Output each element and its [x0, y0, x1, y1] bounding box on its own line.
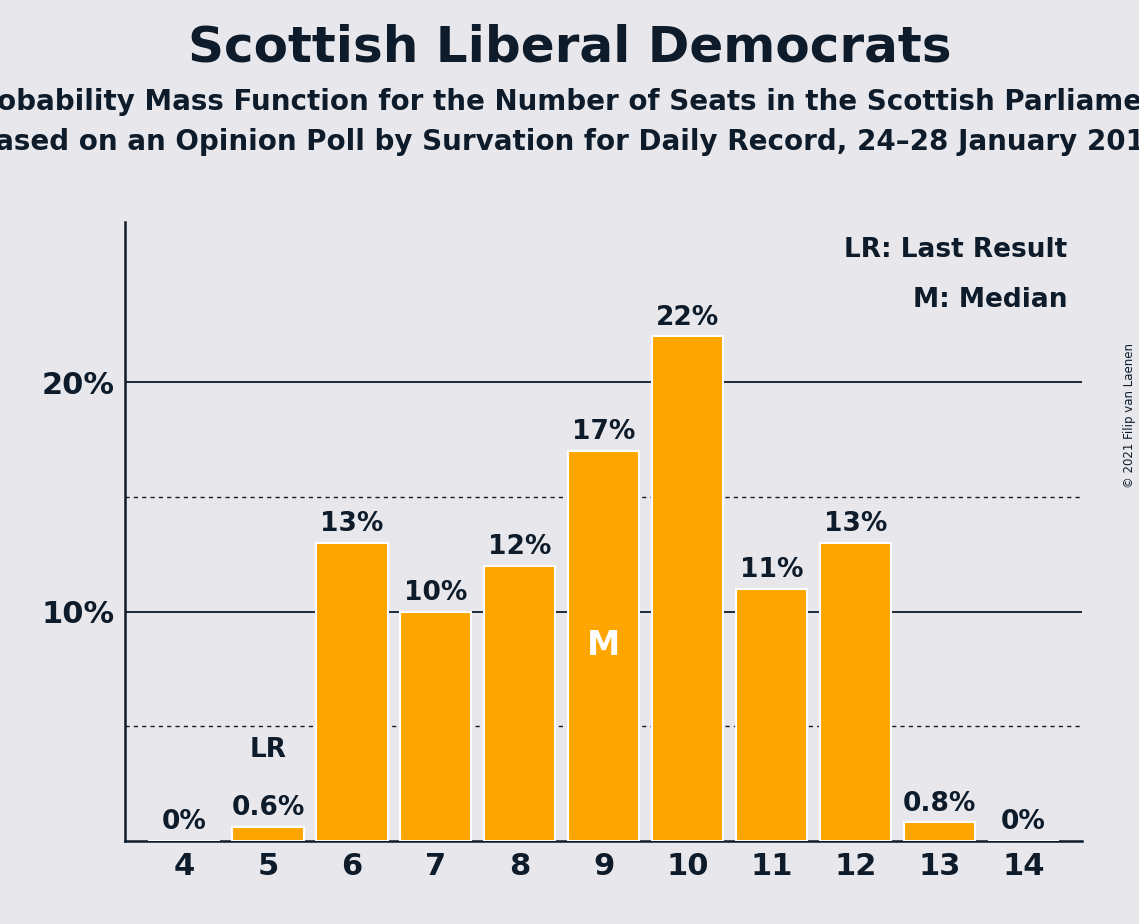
Text: 0.8%: 0.8%: [903, 791, 976, 817]
Text: 0.6%: 0.6%: [231, 796, 304, 821]
Text: LR: Last Result: LR: Last Result: [844, 237, 1067, 263]
Text: Scottish Liberal Democrats: Scottish Liberal Democrats: [188, 23, 951, 71]
Text: Probability Mass Function for the Number of Seats in the Scottish Parliament: Probability Mass Function for the Number…: [0, 88, 1139, 116]
Bar: [232, 827, 304, 841]
Bar: [652, 336, 723, 841]
Text: M: M: [587, 629, 621, 663]
Text: 12%: 12%: [487, 534, 551, 560]
Text: M: Median: M: Median: [913, 286, 1067, 312]
Bar: [400, 612, 472, 841]
Bar: [484, 565, 556, 841]
Bar: [903, 822, 975, 841]
Bar: [317, 542, 387, 841]
Text: © 2021 Filip van Laenen: © 2021 Filip van Laenen: [1123, 344, 1137, 488]
Bar: [820, 542, 891, 841]
Text: 17%: 17%: [572, 419, 636, 445]
Text: 11%: 11%: [739, 557, 803, 583]
Text: 22%: 22%: [656, 305, 719, 331]
Bar: [568, 451, 639, 841]
Text: 13%: 13%: [823, 511, 887, 537]
Text: 13%: 13%: [320, 511, 384, 537]
Text: 0%: 0%: [1001, 809, 1046, 835]
Text: 10%: 10%: [404, 580, 467, 606]
Text: 0%: 0%: [162, 809, 206, 835]
Bar: [736, 589, 808, 841]
Text: LR: LR: [249, 736, 287, 763]
Text: Based on an Opinion Poll by Survation for Daily Record, 24–28 January 2018: Based on an Opinion Poll by Survation fo…: [0, 128, 1139, 155]
